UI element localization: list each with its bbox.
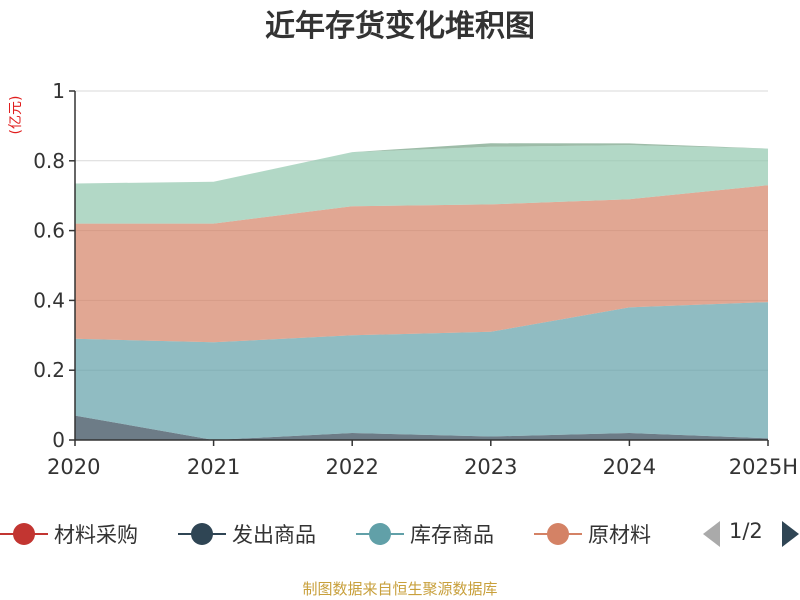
legend-item-stock-goods[interactable]: 库存商品 [356,516,494,552]
next-page-icon[interactable] [782,521,799,547]
legend-label: 材料采购 [54,523,138,547]
x-tick-label: 2020 [47,455,100,479]
y-tick-label: 0 [52,428,65,452]
y-axis-unit-label: (亿元) [8,96,24,135]
y-tick-label: 1 [52,79,65,103]
legend-symbol-icon [356,516,404,552]
legend-item-raw-materials[interactable]: 原材料 [534,516,651,552]
legend-symbol-icon [534,516,582,552]
data-source-note: 制图数据来自恒生聚源数据库 [302,580,498,598]
legend-item-material-purchase[interactable]: 材料采购 [0,516,138,552]
area-series-4 [75,145,768,224]
legend-dot [547,523,569,545]
legend-dot [369,523,391,545]
x-tick-label: 2024 [603,455,656,479]
x-tick-label: 2025H [729,455,798,479]
area-series-3 [75,185,768,343]
legend-label: 发出商品 [232,523,316,547]
y-axis-ticks: 0 0.2 0.4 0.6 0.8 1 [33,79,75,452]
y-tick-label: 0.6 [33,219,65,243]
y-tick-label: 0.2 [33,358,65,382]
x-axis-ticks: 2020 2021 2022 2023 2024 2025H [47,440,798,479]
previous-page-icon[interactable] [703,521,720,547]
chart-title: 近年存货变化堆积图 [265,9,535,44]
x-tick-label: 2023 [464,455,517,479]
area-series-2 [75,302,768,440]
y-tick-label: 0.8 [33,149,65,173]
y-tick-label: 0.4 [33,288,65,312]
area-series-1 [75,415,768,440]
legend-symbol-icon [0,516,48,552]
legend-item-goods-shipped[interactable]: 发出商品 [178,516,316,552]
legend-pager: 1/2 [700,516,800,552]
x-tick-label: 2021 [187,455,240,479]
axes [74,91,768,441]
legend-dot [191,523,213,545]
legend-symbol-icon [178,516,226,552]
legend-page-number: 1/2 [729,519,763,543]
legend: 材料采购 发出商品 库存商品 原材料 [0,516,800,552]
legend-label: 原材料 [588,523,651,547]
legend-dot [13,523,35,545]
area-series [75,143,768,440]
legend-label: 库存商品 [410,523,494,547]
x-tick-label: 2022 [325,455,378,479]
